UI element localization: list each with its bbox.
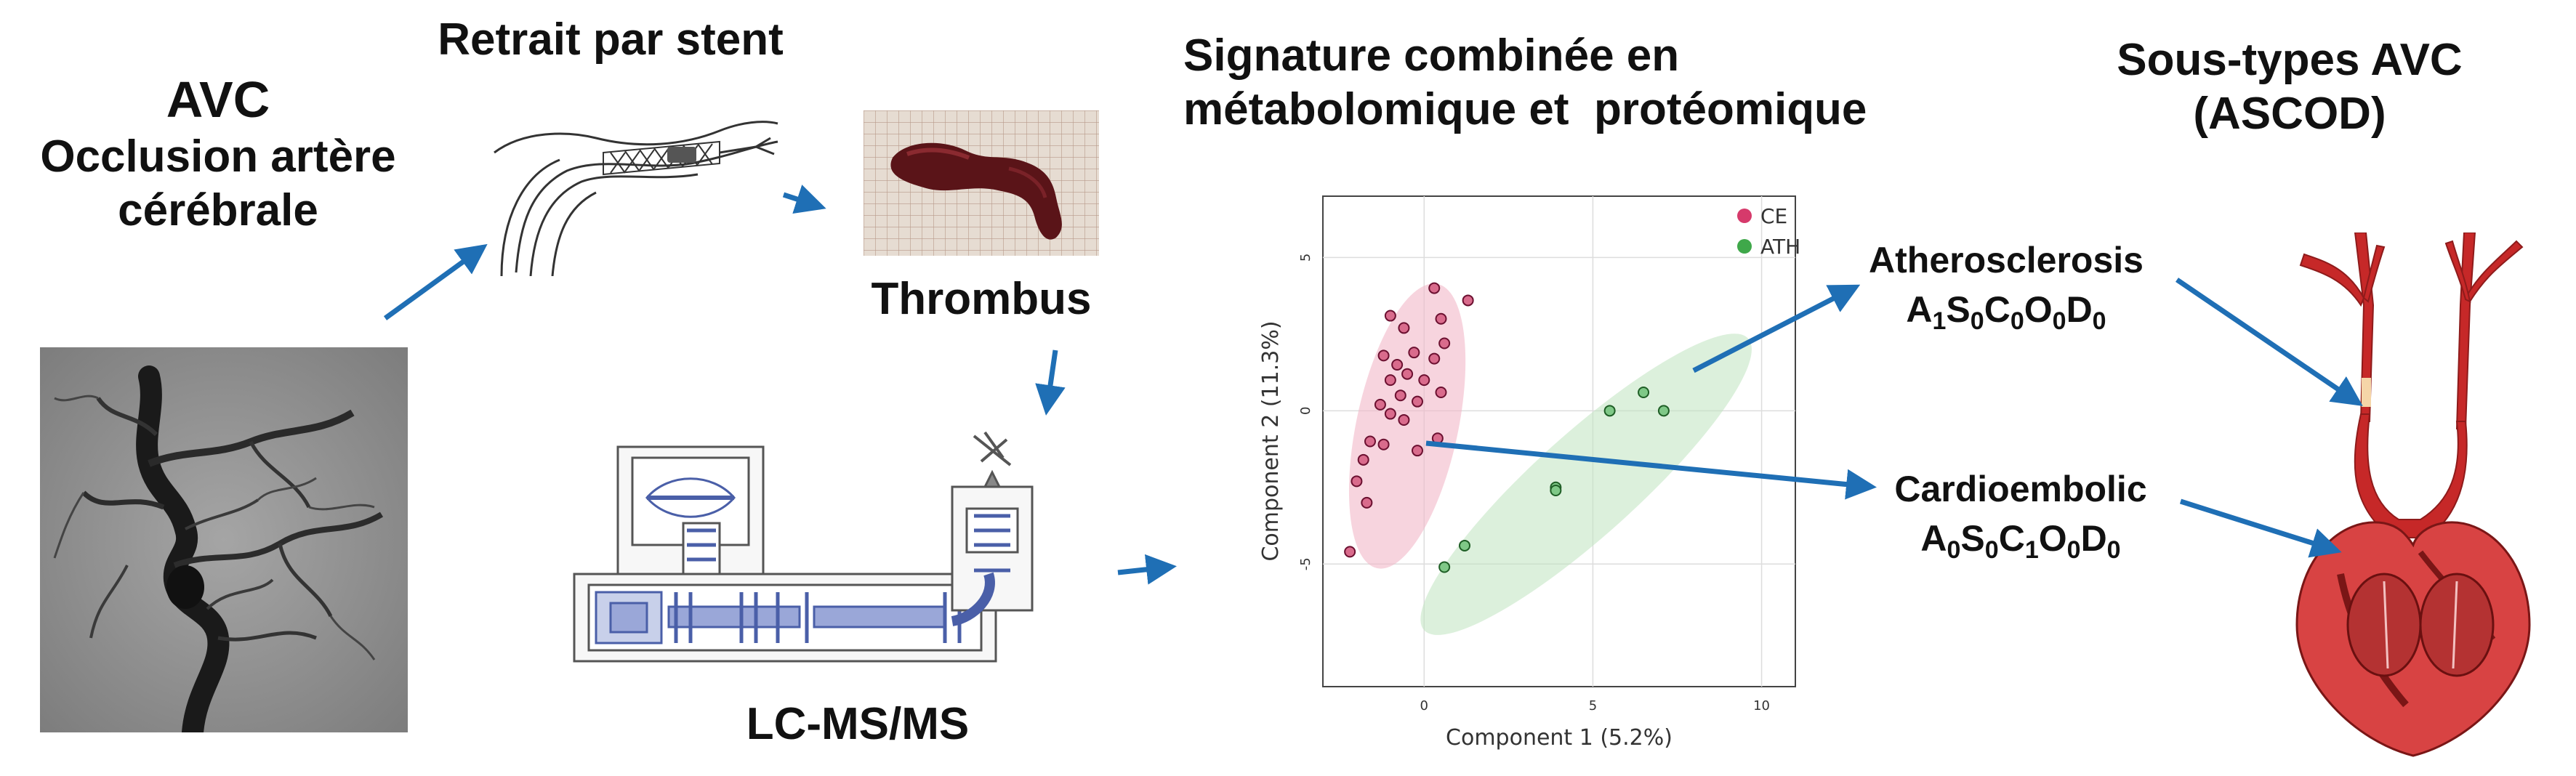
atherosclerosis-code-grade: 0 (2010, 307, 2024, 335)
ce-point (1435, 387, 1447, 398)
subtypes-title-line1: Sous-types AVC (2117, 35, 2463, 85)
atherosclerosis-code-letter: O (2024, 288, 2053, 330)
x-tick-label: 0 (1420, 698, 1428, 714)
chart-legend: CE ATH (1737, 204, 1800, 259)
legend-ath-label: ATH (1760, 235, 1800, 259)
ce-point (1364, 435, 1376, 448)
cardioembolic-code-grade: 0 (2066, 535, 2081, 564)
x-axis-label: Component 1 (5.2%) (1446, 725, 1673, 751)
cardioembolic-code-grade: 0 (1947, 535, 1961, 564)
cardioembolic-code: A0S0C1O0D0 (1875, 514, 2166, 567)
arrow-angio-to-stent (383, 243, 488, 320)
ath-point (1657, 405, 1670, 417)
ce-point (1394, 389, 1406, 402)
heart-arteries-illustration (2275, 232, 2566, 763)
ath-point (1603, 405, 1616, 417)
atherosclerosis-code-grade: 0 (1970, 307, 1984, 335)
ce-point (1401, 368, 1414, 380)
y-axis-label: Component 2 (11.3%) (1258, 320, 1284, 561)
stroke-title: AVC Occlusion artère cérébrale (15, 69, 422, 238)
stent-title: Retrait par stent (438, 15, 784, 65)
ce-point (1435, 312, 1447, 325)
data-points (1344, 282, 1670, 573)
arrow-stent-to-thrombus (782, 185, 826, 214)
ce-point (1431, 432, 1444, 445)
atherosclerosis-name: Atherosclerosis (1869, 240, 2144, 280)
cardioembolic-code-letter: C (1998, 517, 2025, 559)
ce-point (1418, 374, 1430, 387)
pca-scatter-chart: 0 5 10 5 0 -5 Component 1 (5.2%) Component 2 … (1250, 185, 1832, 767)
ce-point (1398, 322, 1410, 334)
ce-point (1412, 445, 1423, 457)
ce-point (1408, 347, 1420, 359)
cardioembolic-code-letter: A (1920, 517, 1947, 559)
ce-point (1377, 438, 1390, 450)
subtypes-title-line2: (ASCOD) (2193, 89, 2386, 140)
stent-illustration (480, 102, 785, 277)
atherosclerosis-code-letter: D (2066, 288, 2093, 330)
atherosclerosis-code-letter: A (1906, 288, 1933, 330)
axis-ticks: 0 5 10 5 0 -5 (1298, 254, 1770, 714)
ce-point (1462, 294, 1474, 307)
ce-point (1384, 408, 1396, 420)
y-tick-label: 5 (1298, 254, 1313, 262)
legend-ce-marker (1737, 209, 1752, 223)
atherosclerosis-code-grade: 1 (1932, 307, 1947, 335)
legend-ce-label: CE (1760, 204, 1787, 228)
arrow-lcms-to-chart (1117, 554, 1177, 585)
atherosclerosis-code: A1S0C0O0D0 (1861, 286, 2152, 339)
signature-title-line1: Signature combinée en (1183, 31, 1680, 81)
legend-ath-marker (1737, 239, 1752, 254)
atherosclerosis-label: Atherosclerosis A1S0C0O0D0 (1861, 236, 2152, 338)
ce-point (1412, 395, 1423, 408)
atherosclerosis-code-letter: C (1984, 288, 2011, 330)
x-tick-label: 10 (1753, 698, 1770, 714)
arrow-thrombus-to-lcms (1035, 349, 1066, 416)
ce-point (1361, 496, 1373, 509)
ce-point (1377, 349, 1390, 362)
atherosclerosis-code-letter: S (1946, 288, 1971, 330)
ath-point (1438, 561, 1451, 573)
signature-title: Signature combinée en métabolomique et p… (1183, 29, 1910, 137)
atherosclerosis-code-grade: 0 (2092, 307, 2106, 335)
cardioembolic-code-grade: 0 (2106, 535, 2121, 564)
y-tick-label: -5 (1298, 557, 1313, 570)
ce-point (1384, 310, 1396, 322)
ce-point (1384, 374, 1396, 387)
ath-point (1459, 539, 1470, 551)
thrombus-label: Thrombus (871, 274, 1092, 324)
cardioembolic-code-grade: 1 (2024, 535, 2039, 564)
ce-point (1351, 475, 1363, 488)
y-tick-label: 0 (1298, 407, 1313, 415)
stroke-title-line1: AVC (166, 71, 270, 128)
lcms-label: LC-MS/MS (746, 699, 970, 749)
ce-point (1428, 282, 1441, 294)
ce-point (1391, 359, 1404, 371)
stroke-title-line3: cérébrale (118, 185, 318, 236)
x-tick-label: 5 (1589, 698, 1597, 714)
cardioembolic-code-letter: D (2080, 517, 2107, 559)
ce-point (1398, 413, 1410, 426)
ce-point (1344, 546, 1356, 558)
subtypes-title: Sous-types AVC (ASCOD) (2079, 33, 2500, 142)
cardioembolic-code-letter: O (2038, 517, 2067, 559)
ath-point (1638, 387, 1650, 398)
ce-point (1357, 453, 1369, 466)
cardioembolic-code-grade: 0 (1984, 535, 1999, 564)
cardioembolic-code-letter: S (1960, 517, 1985, 559)
angiography-image (40, 347, 408, 732)
ce-point (1374, 398, 1386, 411)
cardioembolic-name: Cardioembolic (1894, 469, 2147, 509)
signature-title-line2: métabolomique et protéomique (1183, 84, 1867, 135)
lcms-instrument (567, 429, 1061, 668)
ce-point (1428, 352, 1441, 365)
thrombus-photo (864, 110, 1099, 256)
atherosclerosis-code-grade: 0 (2052, 307, 2066, 335)
stroke-title-line2: Occlusion artère (40, 132, 396, 182)
ath-point (1550, 485, 1562, 496)
cardioembolic-label: Cardioembolic A0S0C1O0D0 (1875, 465, 2166, 567)
ce-point (1438, 337, 1451, 349)
